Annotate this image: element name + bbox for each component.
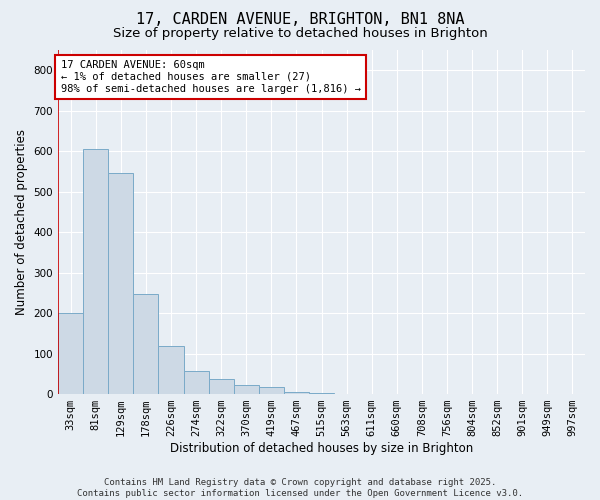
Bar — [259, 387, 284, 394]
X-axis label: Distribution of detached houses by size in Brighton: Distribution of detached houses by size … — [170, 442, 473, 455]
Bar — [158, 346, 184, 394]
Bar — [284, 392, 309, 394]
Bar — [233, 385, 259, 394]
Text: Size of property relative to detached houses in Brighton: Size of property relative to detached ho… — [113, 28, 487, 40]
Bar — [209, 378, 233, 394]
Bar — [184, 370, 209, 394]
Bar — [133, 294, 158, 394]
Y-axis label: Number of detached properties: Number of detached properties — [15, 129, 28, 315]
Bar — [58, 313, 83, 394]
Text: 17 CARDEN AVENUE: 60sqm
← 1% of detached houses are smaller (27)
98% of semi-det: 17 CARDEN AVENUE: 60sqm ← 1% of detached… — [61, 60, 361, 94]
Bar — [108, 174, 133, 394]
Text: 17, CARDEN AVENUE, BRIGHTON, BN1 8NA: 17, CARDEN AVENUE, BRIGHTON, BN1 8NA — [136, 12, 464, 28]
Text: Contains HM Land Registry data © Crown copyright and database right 2025.
Contai: Contains HM Land Registry data © Crown c… — [77, 478, 523, 498]
Bar — [83, 149, 108, 394]
